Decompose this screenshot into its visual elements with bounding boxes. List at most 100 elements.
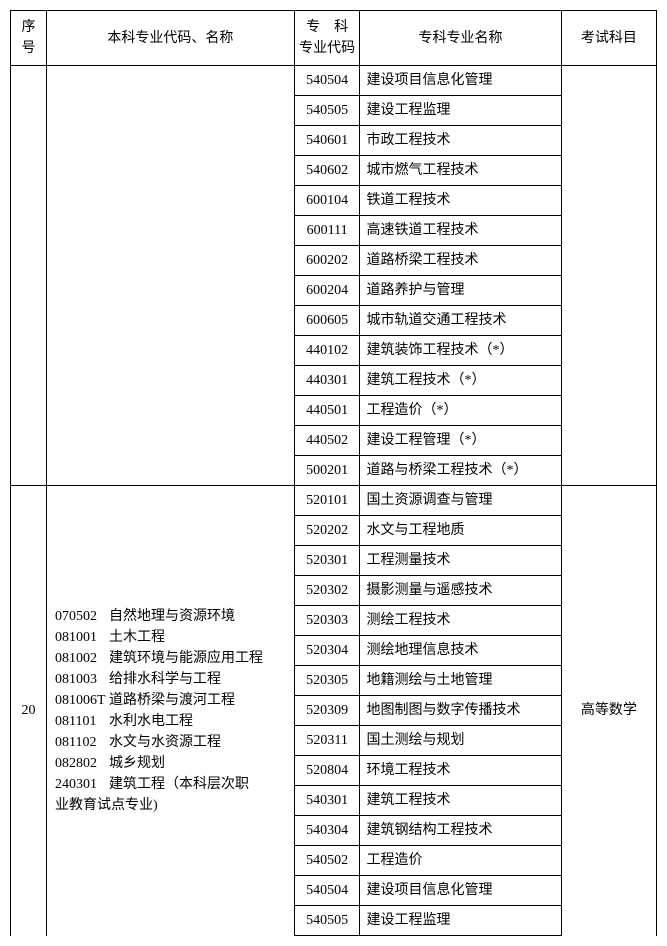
spec-code: 440301 xyxy=(294,366,360,396)
spec-name: 建设项目信息化管理 xyxy=(360,876,561,906)
majors-table: 序号 本科专业代码、名称 专 科 专业代码 专科专业名称 考试科目 540504… xyxy=(10,10,657,936)
spec-name: 国土测绘与规划 xyxy=(360,726,561,756)
seq-cell-continuation xyxy=(11,66,47,486)
spec-code: 520302 xyxy=(294,576,360,606)
spec-code: 540505 xyxy=(294,96,360,126)
major-name: 建筑环境与能源应用工程 xyxy=(109,651,263,666)
spec-name: 建筑工程技术 xyxy=(360,786,561,816)
major-cell: 070502自然地理与资源环境081001土木工程081002建筑环境与能源应用… xyxy=(47,486,295,936)
spec-name: 建筑钢结构工程技术 xyxy=(360,816,561,846)
major-line: 240301建筑工程（本科层次职 xyxy=(55,774,288,795)
spec-code: 440102 xyxy=(294,336,360,366)
major-code: 081102 xyxy=(55,732,109,753)
spec-name: 建筑工程技术（*） xyxy=(360,366,561,396)
table-body: 540504建设项目信息化管理540505建设工程监理540601市政工程技术5… xyxy=(11,66,657,936)
spec-code: 520304 xyxy=(294,636,360,666)
spec-name: 建筑装饰工程技术（*） xyxy=(360,336,561,366)
major-name: 水文与水资源工程 xyxy=(109,735,221,750)
major-code: 070502 xyxy=(55,606,109,627)
major-cell-continuation xyxy=(47,66,295,486)
major-code: 081006T xyxy=(55,690,109,711)
major-line: 081006T道路桥梁与渡河工程 xyxy=(55,690,288,711)
spec-name: 城市轨道交通工程技术 xyxy=(360,306,561,336)
spec-code: 600111 xyxy=(294,216,360,246)
major-name: 道路桥梁与渡河工程 xyxy=(109,693,235,708)
spec-code: 520303 xyxy=(294,606,360,636)
spec-code: 520804 xyxy=(294,756,360,786)
header-name: 专科专业名称 xyxy=(360,11,561,66)
table-header-row: 序号 本科专业代码、名称 专 科 专业代码 专科专业名称 考试科目 xyxy=(11,11,657,66)
spec-code: 520311 xyxy=(294,726,360,756)
major-code: 240301 xyxy=(55,774,109,795)
major-name: 土木工程 xyxy=(109,630,165,645)
major-code: 081001 xyxy=(55,627,109,648)
major-name: 建筑工程（本科层次职 xyxy=(109,777,249,792)
spec-name: 道路桥梁工程技术 xyxy=(360,246,561,276)
major-code: 081101 xyxy=(55,711,109,732)
spec-name: 国土资源调查与管理 xyxy=(360,486,561,516)
spec-name: 工程造价（*） xyxy=(360,396,561,426)
spec-name: 城市燃气工程技术 xyxy=(360,156,561,186)
exam-cell-continuation xyxy=(561,66,656,486)
spec-name: 工程测量技术 xyxy=(360,546,561,576)
spec-code: 500201 xyxy=(294,456,360,486)
spec-code: 520202 xyxy=(294,516,360,546)
spec-name: 摄影测量与遥感技术 xyxy=(360,576,561,606)
spec-name: 建设工程监理 xyxy=(360,906,561,936)
spec-code: 540502 xyxy=(294,846,360,876)
spec-name: 测绘地理信息技术 xyxy=(360,636,561,666)
major-code: 081003 xyxy=(55,669,109,690)
spec-name: 市政工程技术 xyxy=(360,126,561,156)
header-code-l1: 专 科 xyxy=(306,20,348,35)
spec-code: 600202 xyxy=(294,246,360,276)
spec-name: 道路养护与管理 xyxy=(360,276,561,306)
spec-code: 600204 xyxy=(294,276,360,306)
spec-name: 工程造价 xyxy=(360,846,561,876)
major-code: 082802 xyxy=(55,753,109,774)
header-major: 本科专业代码、名称 xyxy=(47,11,295,66)
spec-name: 铁道工程技术 xyxy=(360,186,561,216)
spec-name: 水文与工程地质 xyxy=(360,516,561,546)
major-name: 城乡规划 xyxy=(109,756,165,771)
spec-code: 540504 xyxy=(294,876,360,906)
spec-name: 环境工程技术 xyxy=(360,756,561,786)
spec-code: 520305 xyxy=(294,666,360,696)
spec-name: 测绘工程技术 xyxy=(360,606,561,636)
spec-name: 地籍测绘与土地管理 xyxy=(360,666,561,696)
header-seq: 序号 xyxy=(11,11,47,66)
spec-code: 440501 xyxy=(294,396,360,426)
spec-code: 540504 xyxy=(294,66,360,96)
spec-name: 高速铁道工程技术 xyxy=(360,216,561,246)
major-line: 081001土木工程 xyxy=(55,627,288,648)
spec-name: 建设项目信息化管理 xyxy=(360,66,561,96)
major-name: 水利水电工程 xyxy=(109,714,193,729)
spec-name: 道路与桥梁工程技术（*） xyxy=(360,456,561,486)
spec-name: 建设工程监理 xyxy=(360,96,561,126)
major-line: 081102水文与水资源工程 xyxy=(55,732,288,753)
exam-cell: 高等数学 xyxy=(561,486,656,936)
seq-cell: 20 xyxy=(11,486,47,936)
spec-code: 540304 xyxy=(294,816,360,846)
header-code: 专 科 专业代码 xyxy=(294,11,360,66)
spec-code: 540601 xyxy=(294,126,360,156)
spec-code: 440502 xyxy=(294,426,360,456)
major-name: 给排水科学与工程 xyxy=(109,672,221,687)
spec-code: 520101 xyxy=(294,486,360,516)
spec-code: 600104 xyxy=(294,186,360,216)
spec-name: 建设工程管理（*） xyxy=(360,426,561,456)
header-exam: 考试科目 xyxy=(561,11,656,66)
spec-name: 地图制图与数字传播技术 xyxy=(360,696,561,726)
major-line: 070502自然地理与资源环境 xyxy=(55,606,288,627)
major-line: 082802城乡规划 xyxy=(55,753,288,774)
major-name: 自然地理与资源环境 xyxy=(109,609,235,624)
spec-code: 540602 xyxy=(294,156,360,186)
major-line: 081003给排水科学与工程 xyxy=(55,669,288,690)
table-row: 540504建设项目信息化管理 xyxy=(11,66,657,96)
spec-code: 540301 xyxy=(294,786,360,816)
major-line: 081101水利水电工程 xyxy=(55,711,288,732)
spec-code: 600605 xyxy=(294,306,360,336)
spec-code: 520309 xyxy=(294,696,360,726)
major-line: 081002建筑环境与能源应用工程 xyxy=(55,648,288,669)
spec-code: 520301 xyxy=(294,546,360,576)
major-line-tail: 业教育试点专业) xyxy=(55,795,288,816)
